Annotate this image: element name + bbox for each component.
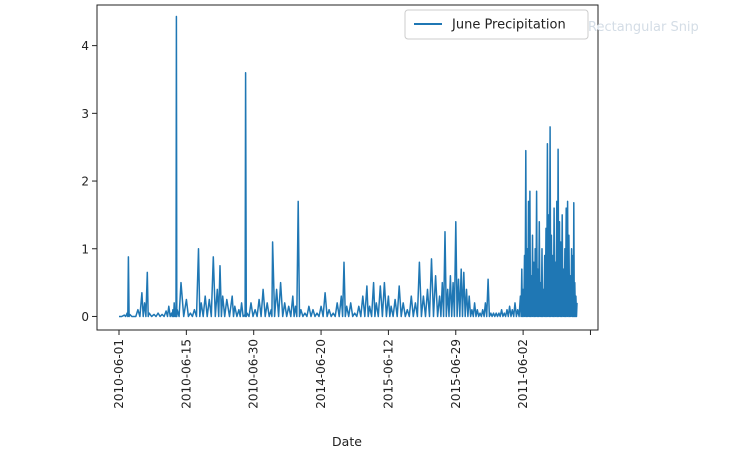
plot-area	[119, 15, 578, 318]
x-axis-label: Date	[332, 434, 362, 449]
legend: June Precipitation	[404, 9, 589, 40]
y-tick-label-4: 4	[81, 39, 89, 53]
series-group	[119, 15, 578, 318]
y-tick-label-1: 1	[81, 242, 89, 256]
legend-label: June Precipitation	[451, 18, 566, 33]
y-tick-label-3: 3	[81, 107, 89, 121]
legend-box	[404, 9, 589, 40]
y-tick-label-0: 0	[81, 310, 89, 324]
y-tick-label-2: 2	[81, 175, 89, 189]
x-axis: 2010-06-01 2010-06-15 2010-06-30 2014-06-20…	[112, 330, 591, 409]
x-tick-label-5: 2015-06-29	[449, 339, 463, 409]
snip-overlay-text: Rectangular Snip	[588, 20, 699, 35]
x-tick-label-0: 2010-06-01	[112, 339, 126, 409]
x-tick-label-2: 2010-06-30	[247, 339, 261, 409]
x-tick-label-3: 2014-06-20	[314, 339, 328, 409]
series-line-0	[119, 15, 578, 318]
x-tick-label-1: 2010-06-15	[179, 339, 193, 409]
x-tick-label-4: 2015-06-12	[381, 339, 395, 409]
y-axis: 0 1 2 3 4	[81, 39, 97, 324]
axes-frame	[96, 4, 599, 331]
x-tick-label-6: 2011-06-02	[516, 339, 530, 409]
